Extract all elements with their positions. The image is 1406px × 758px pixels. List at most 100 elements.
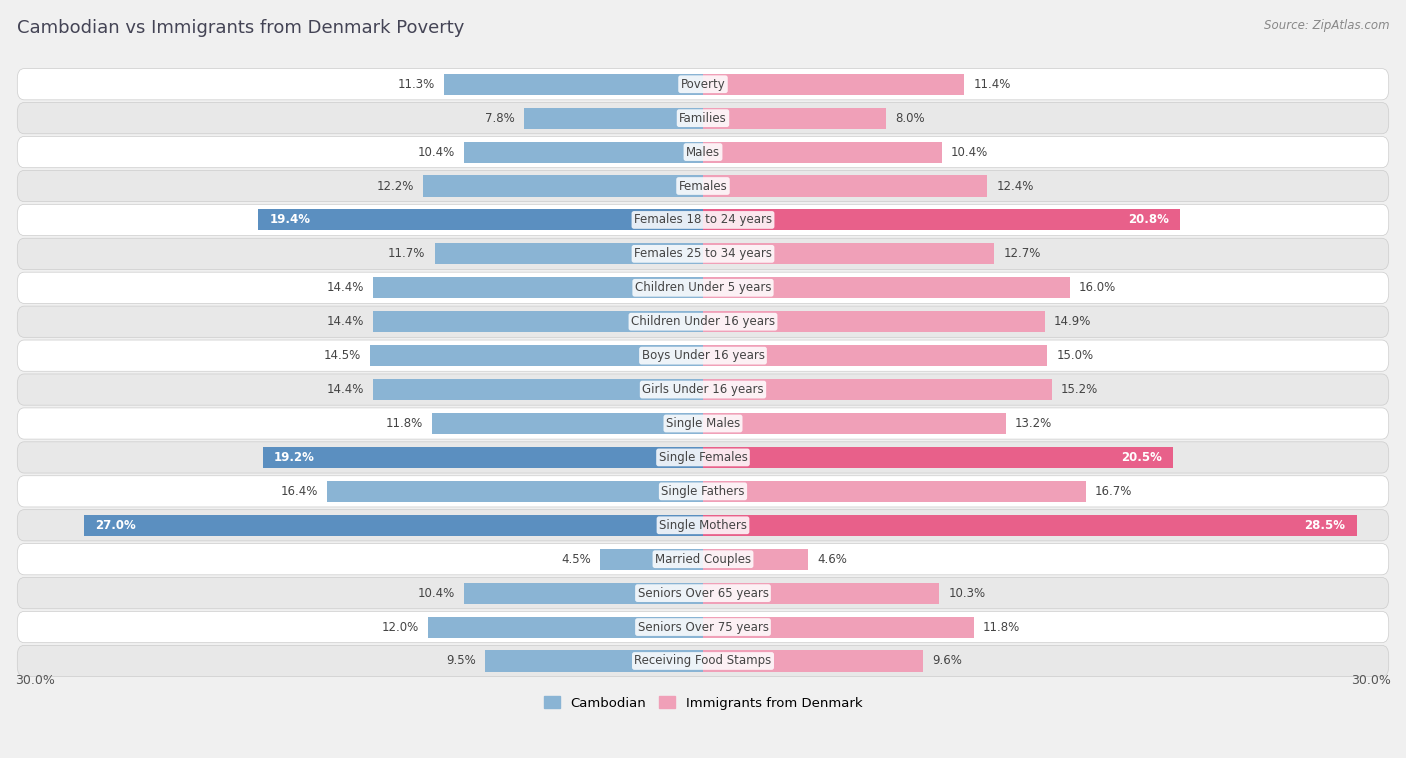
FancyBboxPatch shape <box>17 272 1389 303</box>
Text: Females 25 to 34 years: Females 25 to 34 years <box>634 247 772 260</box>
Bar <box>434 243 703 265</box>
Text: 10.4%: 10.4% <box>418 146 456 158</box>
Bar <box>703 74 965 95</box>
Bar <box>703 379 1052 400</box>
Bar <box>703 142 942 163</box>
Bar <box>703 413 1005 434</box>
Bar <box>373 379 703 400</box>
Text: Single Fathers: Single Fathers <box>661 485 745 498</box>
Text: 19.2%: 19.2% <box>274 451 315 464</box>
Bar <box>370 345 703 366</box>
Text: Seniors Over 65 years: Seniors Over 65 years <box>637 587 769 600</box>
Bar <box>703 312 1045 332</box>
Bar <box>433 413 703 434</box>
FancyBboxPatch shape <box>17 69 1389 100</box>
Text: 4.5%: 4.5% <box>561 553 591 565</box>
Text: 30.0%: 30.0% <box>15 674 55 688</box>
FancyBboxPatch shape <box>17 578 1389 609</box>
Text: 11.7%: 11.7% <box>388 247 426 260</box>
Text: 14.4%: 14.4% <box>326 315 364 328</box>
Bar <box>373 277 703 299</box>
Text: Poverty: Poverty <box>681 78 725 91</box>
FancyBboxPatch shape <box>17 543 1389 575</box>
Bar <box>464 142 703 163</box>
Text: Children Under 16 years: Children Under 16 years <box>631 315 775 328</box>
Text: 12.7%: 12.7% <box>1004 247 1040 260</box>
Text: 12.2%: 12.2% <box>377 180 413 193</box>
Text: Children Under 5 years: Children Under 5 years <box>634 281 772 294</box>
Bar <box>444 74 703 95</box>
Bar <box>703 515 1357 536</box>
Bar <box>703 481 1085 502</box>
Text: 13.2%: 13.2% <box>1015 417 1052 430</box>
Text: 20.8%: 20.8% <box>1128 214 1168 227</box>
FancyBboxPatch shape <box>17 612 1389 643</box>
FancyBboxPatch shape <box>17 374 1389 406</box>
Text: 11.8%: 11.8% <box>387 417 423 430</box>
Text: 11.3%: 11.3% <box>398 78 434 91</box>
Legend: Cambodian, Immigrants from Denmark: Cambodian, Immigrants from Denmark <box>538 691 868 715</box>
Bar <box>703 345 1047 366</box>
Text: 19.4%: 19.4% <box>270 214 311 227</box>
Text: Single Females: Single Females <box>658 451 748 464</box>
Bar <box>524 108 703 129</box>
FancyBboxPatch shape <box>17 171 1389 202</box>
Bar <box>703 549 808 570</box>
Text: 10.3%: 10.3% <box>949 587 986 600</box>
Text: 14.5%: 14.5% <box>323 349 361 362</box>
FancyBboxPatch shape <box>17 645 1389 677</box>
Text: 12.4%: 12.4% <box>997 180 1033 193</box>
FancyBboxPatch shape <box>17 340 1389 371</box>
Text: 16.7%: 16.7% <box>1095 485 1133 498</box>
Bar <box>703 583 939 603</box>
Text: 14.4%: 14.4% <box>326 383 364 396</box>
Text: Families: Families <box>679 111 727 124</box>
Bar <box>263 447 703 468</box>
FancyBboxPatch shape <box>17 408 1389 439</box>
Bar <box>703 616 973 637</box>
Bar <box>423 176 703 196</box>
Text: Females: Females <box>679 180 727 193</box>
Text: 4.6%: 4.6% <box>818 553 848 565</box>
Text: Single Males: Single Males <box>666 417 740 430</box>
Text: 27.0%: 27.0% <box>96 518 136 532</box>
Text: 14.9%: 14.9% <box>1054 315 1091 328</box>
Bar <box>373 312 703 332</box>
Bar <box>84 515 703 536</box>
Bar <box>703 243 994 265</box>
FancyBboxPatch shape <box>17 205 1389 236</box>
Bar <box>259 209 703 230</box>
Text: 28.5%: 28.5% <box>1305 518 1346 532</box>
FancyBboxPatch shape <box>17 238 1389 269</box>
Text: 16.0%: 16.0% <box>1080 281 1116 294</box>
Bar <box>600 549 703 570</box>
Text: 9.6%: 9.6% <box>932 654 962 668</box>
Bar <box>485 650 703 672</box>
Text: 10.4%: 10.4% <box>950 146 988 158</box>
Bar <box>703 277 1070 299</box>
Text: 30.0%: 30.0% <box>1351 674 1391 688</box>
Text: Source: ZipAtlas.com: Source: ZipAtlas.com <box>1264 19 1389 32</box>
Text: Females 18 to 24 years: Females 18 to 24 years <box>634 214 772 227</box>
Bar <box>703 447 1173 468</box>
Text: Single Mothers: Single Mothers <box>659 518 747 532</box>
FancyBboxPatch shape <box>17 442 1389 473</box>
Text: 8.0%: 8.0% <box>896 111 925 124</box>
Text: 10.4%: 10.4% <box>418 587 456 600</box>
Text: Cambodian vs Immigrants from Denmark Poverty: Cambodian vs Immigrants from Denmark Pov… <box>17 19 464 37</box>
FancyBboxPatch shape <box>17 136 1389 168</box>
Text: Boys Under 16 years: Boys Under 16 years <box>641 349 765 362</box>
Text: Males: Males <box>686 146 720 158</box>
Text: Girls Under 16 years: Girls Under 16 years <box>643 383 763 396</box>
FancyBboxPatch shape <box>17 102 1389 133</box>
Bar <box>703 176 987 196</box>
Text: 15.0%: 15.0% <box>1056 349 1094 362</box>
Text: 16.4%: 16.4% <box>280 485 318 498</box>
Text: 12.0%: 12.0% <box>381 621 419 634</box>
Text: 15.2%: 15.2% <box>1060 383 1098 396</box>
Text: Married Couples: Married Couples <box>655 553 751 565</box>
Text: 11.4%: 11.4% <box>973 78 1011 91</box>
FancyBboxPatch shape <box>17 509 1389 541</box>
Text: Seniors Over 75 years: Seniors Over 75 years <box>637 621 769 634</box>
Text: 20.5%: 20.5% <box>1121 451 1161 464</box>
